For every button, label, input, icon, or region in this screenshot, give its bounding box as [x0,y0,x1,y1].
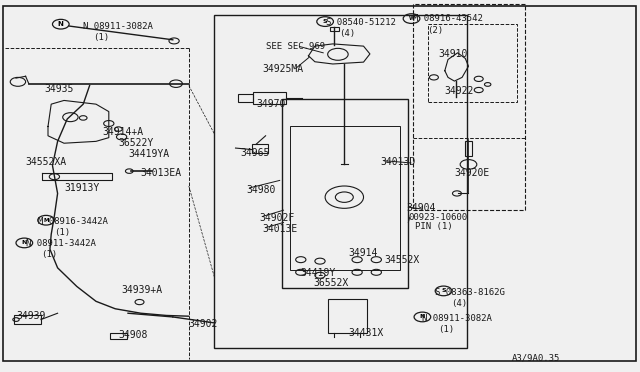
Text: 34922: 34922 [445,86,474,96]
Text: (1): (1) [438,325,454,334]
Text: (1): (1) [54,228,70,237]
Bar [330,27,339,31]
Text: (4): (4) [451,299,467,308]
Text: S: S [441,288,446,294]
Text: 34552XA: 34552XA [26,157,67,167]
Text: (1): (1) [42,250,58,259]
Bar [252,144,268,153]
Text: 34939: 34939 [16,311,45,321]
Text: 34419Y: 34419Y [301,269,336,278]
Text: M: M [44,218,49,223]
Text: N: N [22,240,27,246]
Bar [465,141,472,156]
Text: 31913Y: 31913Y [64,183,99,193]
Text: 34904: 34904 [406,203,436,213]
Text: N 08911-3082A: N 08911-3082A [83,22,153,31]
Text: PIN (1): PIN (1) [415,222,452,231]
Text: N 08911-3442A: N 08911-3442A [26,239,95,248]
Text: 36552X: 36552X [314,279,349,288]
Text: N 08911-3082A: N 08911-3082A [422,314,492,323]
Bar [282,99,408,288]
Text: N: N [420,314,425,320]
Text: 36522Y: 36522Y [118,138,154,148]
Text: 34552X: 34552X [384,256,419,265]
Text: M 08916-3442A: M 08916-3442A [38,217,108,226]
Bar [110,333,127,339]
Text: S 08363-8162G: S 08363-8162G [435,288,505,296]
Text: 34914+A: 34914+A [102,127,143,137]
Text: 00923-10600: 00923-10600 [408,213,467,222]
Text: A3/9A0.35: A3/9A0.35 [512,353,561,362]
Text: S: S [323,19,328,24]
Text: M 08916-43542: M 08916-43542 [413,14,483,23]
Bar [238,94,253,102]
Text: 34431X: 34431X [349,328,384,338]
Bar [214,15,467,348]
Text: (2): (2) [428,26,444,35]
Text: 34920E: 34920E [454,168,490,178]
Bar [428,24,517,102]
Text: 34925MA: 34925MA [262,64,303,74]
Text: 34914: 34914 [349,248,378,258]
Text: 34908: 34908 [118,330,148,340]
Bar [14,315,41,324]
Text: N: N [58,21,64,27]
Text: SEE SEC.969: SEE SEC.969 [266,42,324,51]
Text: W: W [408,16,415,21]
Text: 34902: 34902 [189,319,218,328]
Bar [253,92,286,104]
Text: 34419YA: 34419YA [128,150,169,159]
Text: 34970: 34970 [256,99,285,109]
Text: 34013D: 34013D [381,157,416,167]
Text: (4): (4) [339,29,355,38]
Bar [290,126,400,270]
Text: (1): (1) [93,33,109,42]
Text: 34980: 34980 [246,185,276,195]
Text: 34965: 34965 [240,148,269,157]
Text: 34935: 34935 [45,84,74,94]
Text: 34013EA: 34013EA [141,168,182,178]
Text: 34013E: 34013E [262,224,298,234]
Text: 34910: 34910 [438,49,468,59]
Text: 34902F: 34902F [259,213,294,222]
Text: S 08540-51212: S 08540-51212 [326,18,396,27]
Bar [328,299,367,333]
Bar [413,4,525,210]
Text: 34939+A: 34939+A [122,285,163,295]
